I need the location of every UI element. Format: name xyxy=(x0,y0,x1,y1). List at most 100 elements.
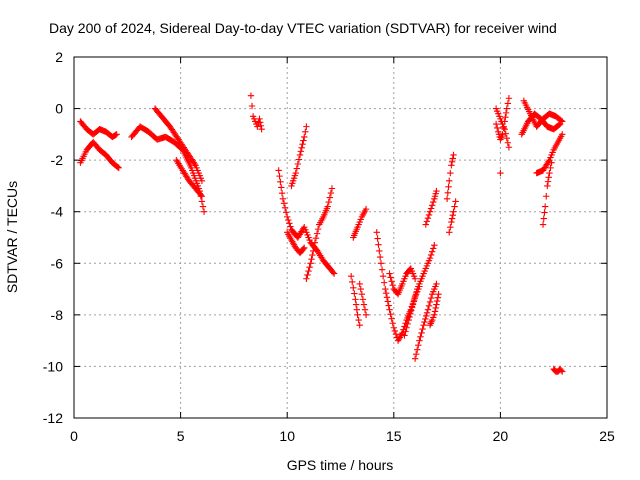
data-point xyxy=(398,331,405,338)
data-point xyxy=(384,298,392,305)
plot-frame xyxy=(73,56,608,419)
data-point xyxy=(505,144,513,151)
data-point xyxy=(300,245,307,253)
data-point xyxy=(502,109,510,117)
data-point xyxy=(280,200,288,207)
data-point xyxy=(539,221,547,228)
data-point xyxy=(451,203,458,210)
data-point xyxy=(426,298,434,306)
data-point xyxy=(200,208,208,215)
data-point xyxy=(446,229,453,236)
data-point xyxy=(353,306,361,313)
data-point xyxy=(557,367,565,374)
data-point xyxy=(198,193,206,200)
data-point xyxy=(352,301,360,308)
data-point xyxy=(432,304,439,312)
data-point xyxy=(546,169,553,177)
data-point xyxy=(314,225,322,233)
data-point xyxy=(349,278,356,286)
data-point xyxy=(443,195,451,203)
data-point xyxy=(431,242,438,249)
data-point xyxy=(499,131,506,138)
data-point xyxy=(278,189,286,197)
data-point xyxy=(412,292,419,299)
data-point xyxy=(416,337,423,344)
data-point xyxy=(376,253,384,261)
data-point xyxy=(418,329,425,337)
data-point xyxy=(276,172,283,180)
data-point xyxy=(428,202,436,209)
data-point xyxy=(324,203,331,210)
data-point xyxy=(430,245,437,252)
data-point xyxy=(501,126,508,133)
data-point xyxy=(301,133,308,141)
data-point xyxy=(281,204,289,212)
data-point xyxy=(304,271,311,279)
data-point xyxy=(285,216,292,224)
data-point xyxy=(279,195,287,203)
data-point xyxy=(352,296,359,303)
data-point xyxy=(311,239,319,246)
data-point xyxy=(386,306,393,313)
data-point xyxy=(305,267,312,275)
data-point xyxy=(446,177,453,184)
data-point xyxy=(389,320,396,327)
data-point xyxy=(411,355,419,362)
data-point xyxy=(502,113,509,121)
data-point xyxy=(330,270,338,277)
data-point xyxy=(254,123,261,130)
data-point xyxy=(422,221,429,228)
data-point xyxy=(362,205,370,213)
data-point xyxy=(294,160,302,168)
data-point xyxy=(299,140,306,148)
data-point xyxy=(379,272,387,280)
data-point xyxy=(375,241,382,248)
data-point xyxy=(354,311,361,319)
data-point xyxy=(504,139,512,146)
data-point xyxy=(430,198,437,206)
data-point xyxy=(405,316,412,324)
data-point xyxy=(282,209,290,216)
data-point xyxy=(388,278,395,285)
data-point xyxy=(351,290,358,297)
data-point xyxy=(413,288,420,296)
data-point xyxy=(435,291,442,298)
data-point xyxy=(409,301,417,308)
data-point xyxy=(426,208,434,215)
data-point xyxy=(347,272,355,280)
data-point xyxy=(406,313,413,321)
data-point xyxy=(258,126,265,133)
axis-ticks: 0 5 10 15 20 25 -12 -10 -8 -6 -4 -2 0 2 xyxy=(43,49,615,444)
x-tick-label: 15 xyxy=(386,428,402,444)
data-point xyxy=(313,230,321,237)
data-point xyxy=(503,135,510,142)
data-point xyxy=(293,165,300,172)
data-point xyxy=(410,298,418,305)
data-point xyxy=(411,295,418,302)
data-point xyxy=(559,131,566,138)
data-point xyxy=(383,294,391,301)
data-point xyxy=(328,185,336,192)
data-point xyxy=(292,169,299,177)
data-point xyxy=(557,117,565,124)
data-point xyxy=(378,266,386,273)
data-point xyxy=(356,280,363,288)
data-point xyxy=(423,312,430,320)
data-point xyxy=(277,178,284,186)
data-point xyxy=(541,209,548,216)
data-point xyxy=(433,187,440,195)
data-point xyxy=(115,164,122,172)
data-point xyxy=(433,280,440,288)
x-tick-label: 25 xyxy=(599,428,615,444)
data-point xyxy=(329,269,337,276)
data-point xyxy=(392,330,400,338)
data-point xyxy=(444,189,452,197)
data-point xyxy=(256,115,263,123)
data-point xyxy=(411,275,419,282)
x-tick-label: 10 xyxy=(279,428,295,444)
data-point xyxy=(112,131,119,139)
data-point xyxy=(414,346,421,353)
data-point xyxy=(326,194,334,201)
data-point xyxy=(358,291,366,298)
